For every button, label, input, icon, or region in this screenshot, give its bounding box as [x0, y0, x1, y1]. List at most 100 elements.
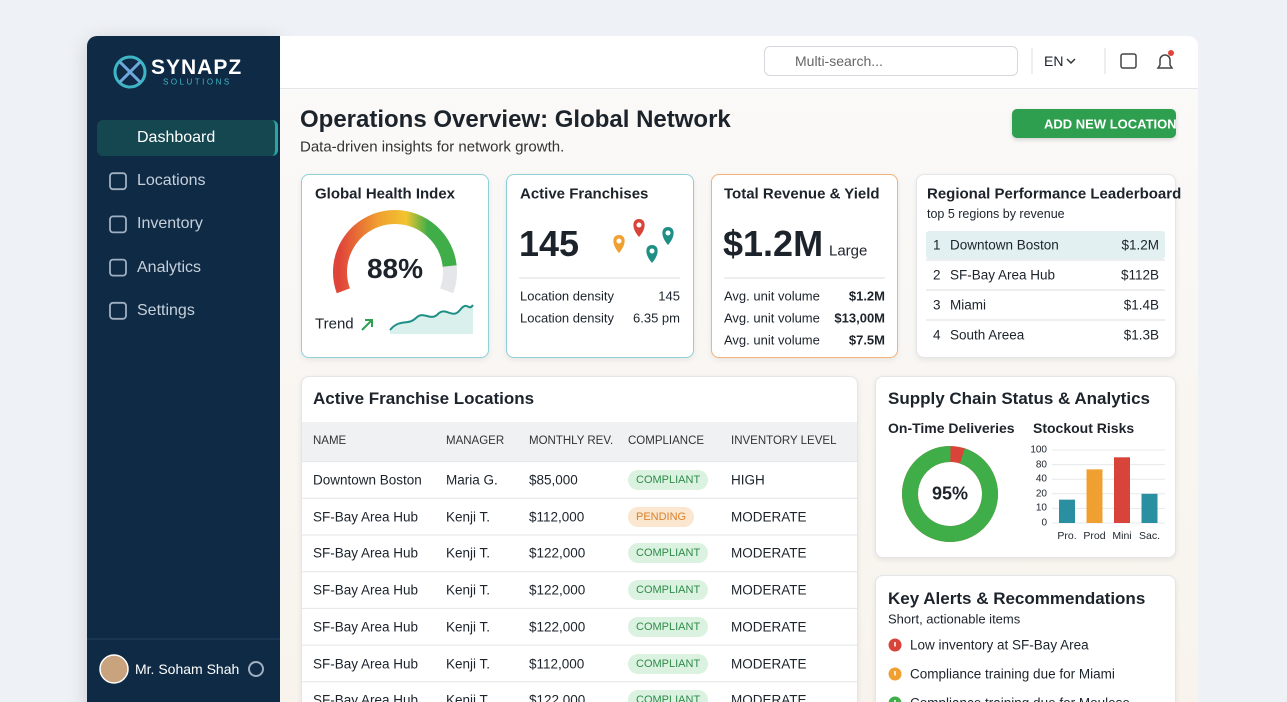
table-cell: SF-Bay Area Hub	[313, 692, 419, 702]
x-tick-label: Prod	[1083, 530, 1106, 542]
metric-value: $13,00M	[834, 310, 885, 326]
x-tick-label: Sac.	[1138, 530, 1160, 542]
status-badge: COMPLIANT	[628, 580, 709, 601]
table-cell: $122,000	[529, 692, 586, 702]
card-title: Active Franchises	[520, 185, 649, 203]
map-pin	[613, 235, 625, 253]
rank: 3	[933, 297, 941, 313]
metric-value: 6.35 pm	[633, 310, 680, 326]
region-value: $1.2M	[1121, 237, 1159, 253]
table-cell: HIGH	[731, 472, 765, 488]
table-cell: MODERATE	[731, 692, 807, 702]
bar	[1059, 499, 1075, 523]
column-header: INVENTORY LEVEL	[731, 435, 837, 447]
table-cell: $112,000	[529, 656, 585, 671]
table-cell: MODERATE	[731, 545, 807, 561]
map-pin	[646, 245, 658, 263]
column-header: MANAGER	[446, 435, 505, 447]
column-header: COMPLIANCE	[628, 435, 705, 447]
revenue-card	[711, 174, 898, 358]
metric-label: Avg. unit volume	[724, 288, 820, 304]
card-title: Global Health Index	[315, 185, 456, 203]
map-pin	[662, 227, 674, 245]
add-button-label: ADD NEW LOCATION	[1044, 116, 1177, 132]
region-value: $1.4B	[1123, 297, 1159, 313]
avatar	[99, 654, 129, 684]
region-name: Miami	[950, 297, 986, 313]
trend-arrow	[361, 319, 373, 331]
y-tick-label: 20	[1035, 488, 1047, 500]
map-pin	[636, 222, 642, 228]
status-badge: COMPLIANT	[628, 690, 709, 702]
table-cell: Kenji T.	[446, 692, 491, 702]
table-title: Active Franchise Locations	[313, 389, 535, 408]
region-value: $1.3B	[1123, 327, 1159, 343]
notification-dot	[1168, 50, 1174, 56]
page-title: Operations Overview: Global Network	[300, 106, 731, 133]
kpi-value: 145	[519, 223, 580, 264]
search-box[interactable]	[764, 46, 1018, 76]
table-cell: SF-Bay Area Hub	[313, 619, 419, 635]
table-cell: $122,000	[529, 582, 586, 598]
nav-item[interactable]: Analytics	[137, 258, 202, 276]
rank: 4	[933, 327, 941, 343]
table-cell: $85,000	[529, 472, 578, 488]
table-cell: Kenji T.	[446, 509, 491, 525]
bar	[1086, 469, 1103, 523]
search-placeholder: Multi-search...	[795, 53, 883, 69]
add-button[interactable]	[1012, 109, 1176, 138]
table-header-bg	[302, 422, 857, 461]
sparkline-area	[390, 305, 473, 334]
page-subtitle: Data-driven insights for network growth.	[300, 138, 565, 156]
row-highlight	[926, 231, 1165, 259]
x-tick-label: Pro.	[1057, 530, 1077, 542]
card-title: Total Revenue & Yield	[724, 185, 880, 203]
alert-dot	[888, 696, 902, 702]
gauge-value	[333, 210, 457, 294]
alerts-card	[875, 575, 1176, 702]
region-name: South Areea	[950, 327, 1025, 343]
kpi-note: Large	[829, 242, 868, 260]
table-cell: SF-Bay Area Hub	[313, 509, 419, 525]
y-tick-label: 10	[1035, 502, 1047, 514]
status-badge: COMPLIANT	[628, 616, 709, 637]
metric-label: Avg. unit volume	[724, 332, 820, 348]
y-tick-label: 40	[1035, 473, 1047, 485]
nav-item[interactable]: Inventory	[137, 215, 203, 233]
nav-icon	[109, 215, 127, 234]
franchise-card	[506, 174, 694, 358]
metric-value: $1.2M	[848, 288, 885, 304]
nav-icon	[109, 172, 127, 191]
chevron	[1066, 58, 1076, 65]
card-title: Key Alerts & Recommendations	[888, 589, 1146, 608]
y-tick-label: 80	[1035, 459, 1047, 471]
status-badge: PENDING	[628, 506, 695, 527]
brand-sub: SOLUTIONS	[163, 77, 232, 87]
nav-item[interactable]: Settings	[137, 301, 195, 319]
column-header: NAME	[313, 435, 347, 447]
metric-label: Location density	[520, 310, 614, 326]
table-cell: MODERATE	[731, 656, 807, 671]
table-cell: MODERATE	[731, 619, 807, 635]
metric-value: 145	[658, 288, 680, 304]
message-icon	[1120, 53, 1137, 69]
alert-text: Low inventory at SF-Bay Area	[910, 637, 1089, 653]
nav-item[interactable]: Dashboard	[137, 129, 216, 146]
region-name: Downtown Boston	[950, 237, 1059, 253]
language[interactable]: EN	[1044, 53, 1064, 69]
brand: SYNAPZ	[151, 56, 243, 79]
bell-icon	[1156, 54, 1174, 69]
donut-label: 95%	[931, 483, 969, 504]
table-cell: Kenji T.	[446, 656, 491, 671]
topbar	[280, 36, 1198, 89]
table-cell: $112,000	[529, 509, 585, 525]
kpi-value: $1.2M	[723, 223, 824, 264]
logo-icon	[118, 60, 142, 84]
status-badge: COMPLIANT	[628, 543, 709, 564]
nav-item[interactable]: Locations	[137, 172, 206, 190]
gauge-label: 88%	[366, 253, 424, 284]
user-name: Mr. Soham Shah	[135, 661, 240, 677]
map-pin	[649, 248, 655, 254]
